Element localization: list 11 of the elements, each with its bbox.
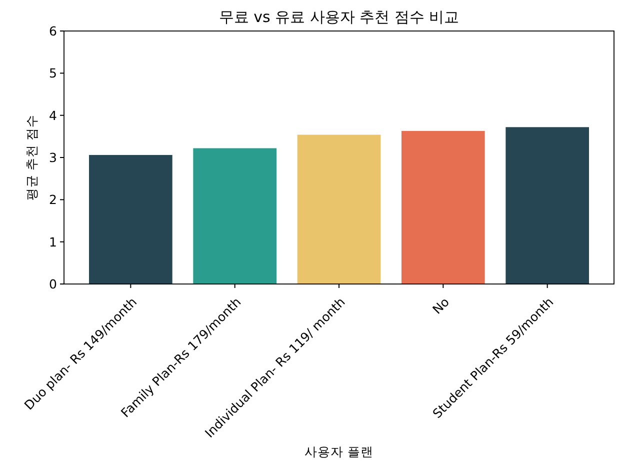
y-tick-label: 0 — [49, 276, 58, 292]
y-tick-label: 2 — [49, 192, 57, 208]
y-tick-label: 4 — [49, 108, 58, 123]
chart-title: 무료 vs 유료 사용자 추천 점수 비교 — [218, 8, 460, 26]
y-tick-label: 5 — [49, 66, 57, 81]
y-tick-label: 1 — [49, 234, 57, 250]
x-axis-title: 사용자 플랜 — [304, 444, 374, 459]
x-tick-label: No — [429, 294, 452, 317]
y-tick-label: 3 — [49, 150, 57, 165]
y-tick-label: 6 — [49, 24, 58, 38]
y-axis-title: 평균 추천 점수 — [24, 114, 39, 200]
